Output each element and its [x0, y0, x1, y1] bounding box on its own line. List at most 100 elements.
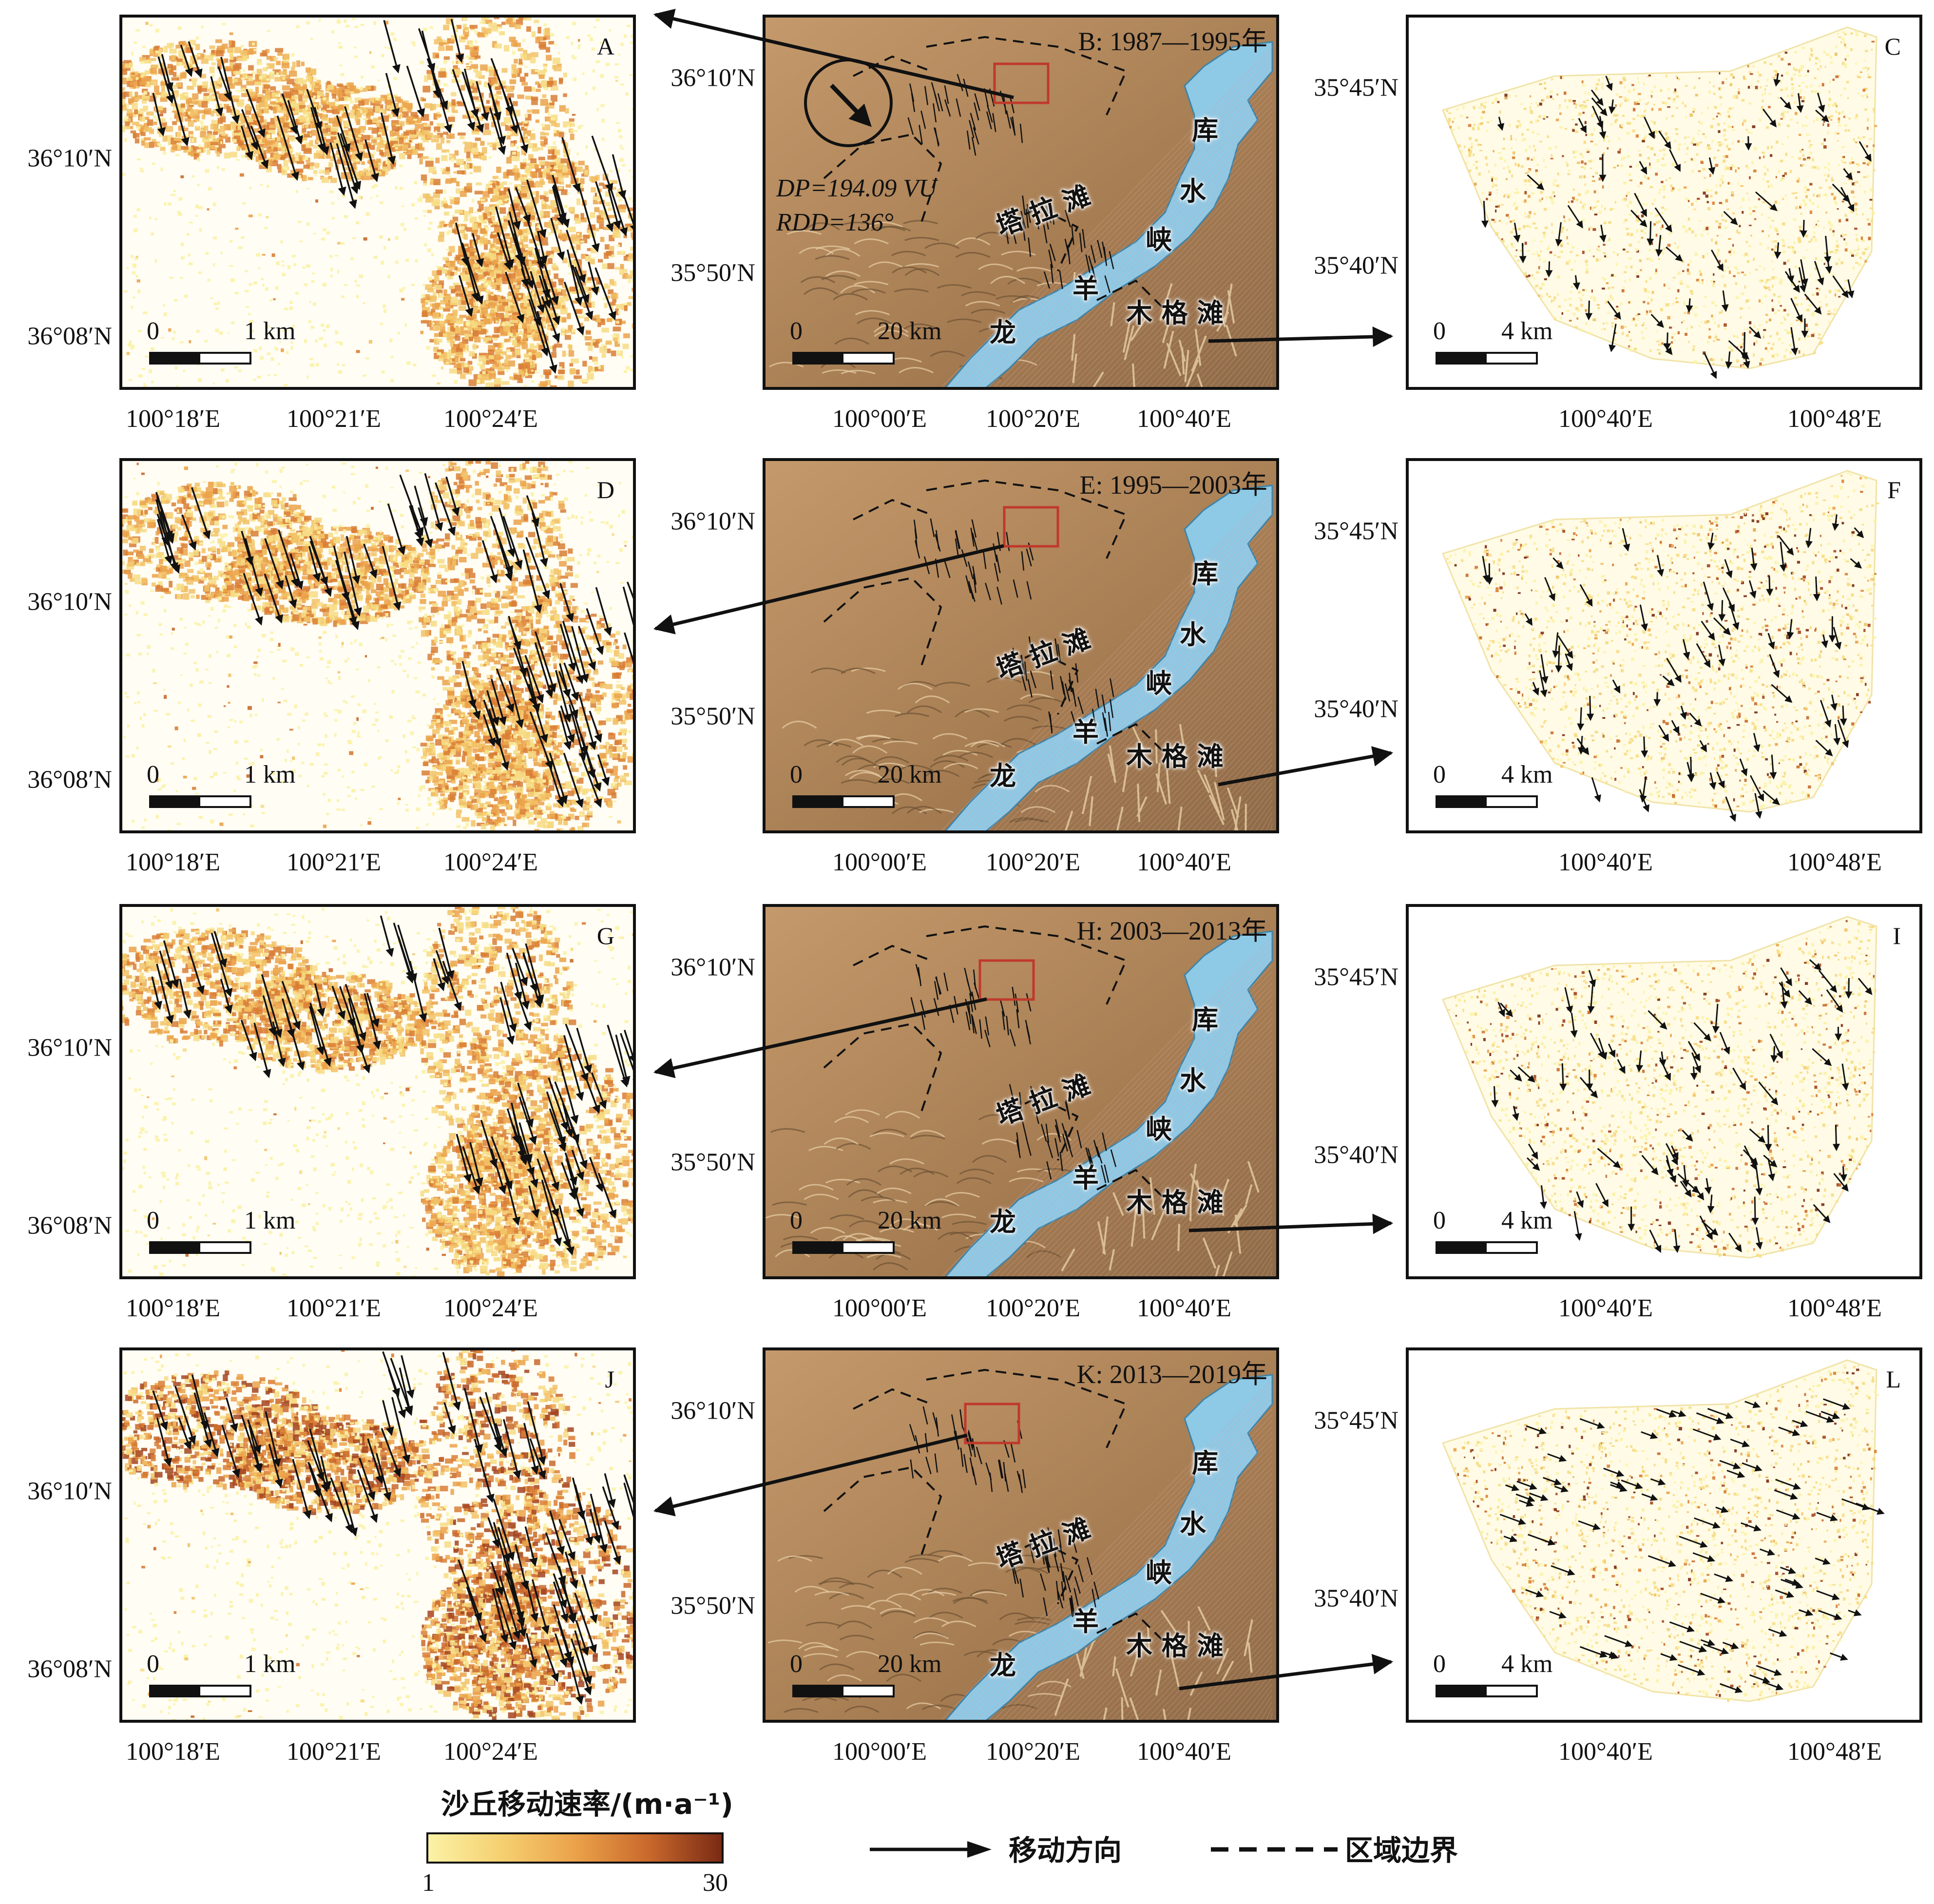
region-lon-tick: 100°40′E — [1137, 1294, 1231, 1323]
mugetan-lat-tick: 35°45′N — [1289, 963, 1398, 992]
mugetan-lat-tick: 35°40′N — [1289, 1141, 1398, 1170]
movement-arrow — [399, 474, 424, 537]
mugetan-scale-label: 4 km — [1501, 1650, 1552, 1678]
region-boundary — [1096, 1169, 1166, 1200]
movement-arrow — [1598, 1038, 1608, 1060]
movement-arrow — [1054, 1138, 1059, 1157]
movement-arrow — [1085, 254, 1091, 273]
movement-arrow — [1679, 1536, 1708, 1548]
movement-arrow — [336, 115, 351, 153]
movement-arrow — [435, 950, 450, 985]
region-lat-tick: 36°10′N — [646, 64, 755, 93]
panel-letter: I — [1893, 922, 1901, 950]
movement-arrow — [1656, 1408, 1677, 1418]
movement-arrow — [491, 1136, 513, 1190]
movement-arrow — [1742, 1462, 1762, 1472]
movement-arrow — [974, 102, 979, 121]
zoom-lon-tick: 100°24′E — [443, 1737, 538, 1766]
movement-arrow — [159, 950, 173, 990]
mugetan-raster — [1441, 916, 1877, 1259]
zoom-map-A: A 0 1 km — [119, 15, 636, 390]
movement-arrow — [1732, 1067, 1746, 1091]
movement-arrow — [589, 711, 602, 743]
movement-arrow — [1095, 689, 1099, 708]
movement-arrow — [278, 529, 299, 588]
movement-arrow — [1559, 1063, 1567, 1091]
movement-arrow — [1549, 1611, 1567, 1619]
zoom-lat-tick: 36°10′N — [2, 588, 112, 616]
movement-arrow — [380, 915, 394, 958]
movement-arrow — [969, 120, 975, 138]
movement-arrow — [1762, 790, 1780, 806]
movement-arrow — [1726, 1469, 1745, 1478]
movement-arrow — [450, 19, 464, 63]
movement-arrow — [922, 1406, 928, 1425]
movement-arrow — [1020, 211, 1026, 229]
zoom-lon-tick: 100°21′E — [287, 1737, 381, 1766]
movement-arrow — [1082, 229, 1086, 249]
movement-arrow — [193, 1392, 212, 1448]
movement-arrow — [969, 1457, 975, 1476]
movement-arrow — [588, 262, 599, 296]
movement-arrow — [1653, 692, 1661, 707]
movement-arrow — [1552, 632, 1560, 658]
movement-arrow — [974, 982, 980, 1000]
movement-arrow — [1516, 1481, 1537, 1490]
movement-arrow — [452, 69, 476, 131]
movement-arrow — [1800, 220, 1807, 238]
region-lon-tick: 100°00′E — [832, 1737, 927, 1766]
movement-arrow — [1578, 117, 1587, 134]
movement-arrow — [281, 981, 301, 1030]
movement-arrow — [495, 1588, 517, 1651]
movement-arrow — [292, 1459, 312, 1519]
movement-arrow — [1030, 671, 1036, 689]
movement-arrow — [564, 1639, 584, 1705]
movement-arrow — [934, 981, 939, 1000]
region-scale-label: 20 km — [878, 760, 941, 789]
movement-arrow — [919, 125, 923, 144]
legend-boundary-icon — [1211, 1847, 1338, 1852]
movement-arrow — [626, 581, 633, 599]
movement-arrow — [595, 587, 612, 636]
movement-arrow — [1790, 298, 1803, 323]
movement-arrow — [1622, 528, 1630, 552]
movement-arrow — [1512, 1106, 1519, 1121]
movement-arrow — [1847, 279, 1855, 299]
movement-arrow — [1774, 1489, 1798, 1500]
movement-arrow — [555, 670, 572, 723]
movement-arrow — [1771, 684, 1793, 703]
movement-arrow — [1071, 225, 1074, 245]
movement-arrow — [1669, 1621, 1695, 1633]
movement-arrow — [935, 977, 942, 994]
movement-arrow — [1577, 707, 1585, 731]
movement-arrow — [1091, 1589, 1096, 1608]
movement-arrow — [1579, 1646, 1608, 1658]
movement-arrow — [1554, 1485, 1569, 1493]
movement-arrow — [1077, 696, 1084, 714]
movement-arrow — [972, 1438, 976, 1458]
movement-arrow — [1739, 758, 1748, 777]
movement-arrow — [558, 1519, 575, 1561]
movement-arrow — [517, 1082, 534, 1128]
movement-arrow — [367, 1438, 384, 1484]
movement-arrow — [1057, 1591, 1064, 1609]
place-name-mugetan: 木 格 滩 — [1126, 300, 1224, 327]
movement-arrow — [1597, 1148, 1621, 1169]
movement-arrow — [1662, 675, 1675, 687]
movement-arrow — [566, 230, 586, 284]
movement-arrow — [1832, 514, 1839, 531]
movement-arrow — [1608, 99, 1616, 114]
movement-arrow — [553, 1581, 569, 1623]
movement-arrow — [531, 1579, 550, 1635]
movement-arrow — [1009, 659, 1015, 678]
movement-arrow — [1775, 1589, 1795, 1598]
movement-arrow — [1725, 796, 1737, 822]
region-scale-bar — [792, 795, 895, 808]
movement-arrow — [1669, 149, 1681, 172]
region-lon-tick: 100°00′E — [832, 848, 927, 877]
movement-arrow — [1543, 1477, 1562, 1485]
movement-arrow — [467, 684, 481, 720]
place-name-mugetan: 木 格 滩 — [1126, 1633, 1224, 1659]
movement-arrow — [1832, 275, 1849, 298]
movement-arrow — [1743, 1149, 1759, 1165]
